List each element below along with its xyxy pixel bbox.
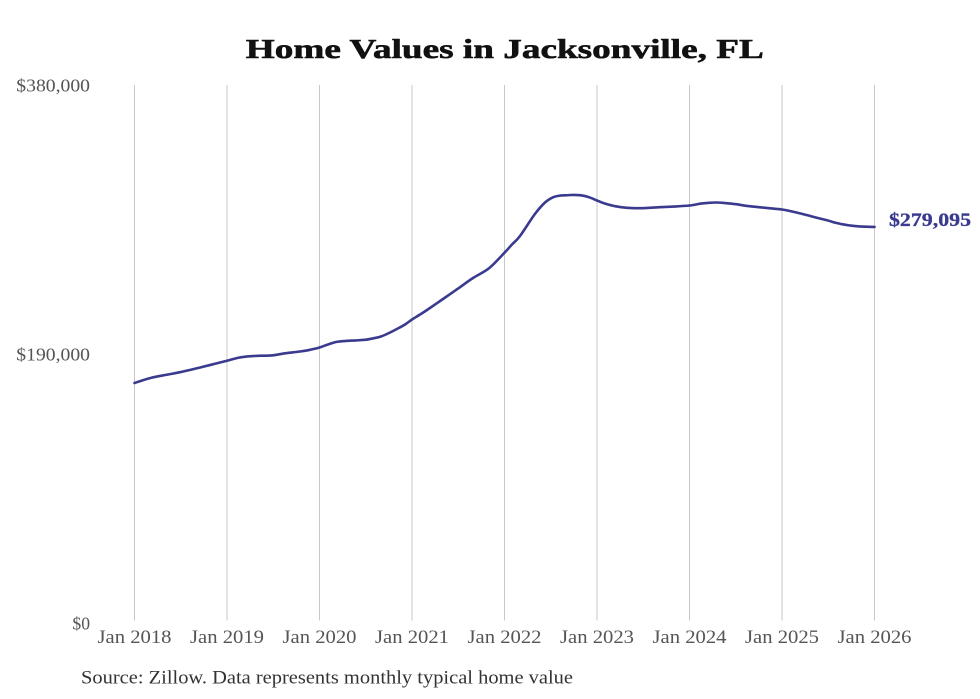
svg-text:$279,095: $279,095 bbox=[889, 210, 971, 231]
svg-text:Jan 2019: Jan 2019 bbox=[190, 627, 264, 648]
svg-text:Jan 2020: Jan 2020 bbox=[283, 627, 357, 648]
svg-text:Source: Zillow. Data represent: Source: Zillow. Data represents monthly … bbox=[81, 668, 573, 689]
svg-text:Jan 2022: Jan 2022 bbox=[468, 627, 542, 648]
svg-text:Jan 2018: Jan 2018 bbox=[98, 627, 172, 648]
svg-text:$190,000: $190,000 bbox=[16, 345, 90, 365]
svg-text:Jan 2024: Jan 2024 bbox=[653, 627, 728, 648]
svg-text:Jan 2021: Jan 2021 bbox=[375, 627, 449, 648]
svg-text:Jan 2023: Jan 2023 bbox=[560, 627, 634, 648]
svg-text:Jan 2026: Jan 2026 bbox=[838, 627, 912, 648]
svg-text:$0: $0 bbox=[72, 613, 90, 633]
svg-text:Home Values in Jacksonville, F: Home Values in Jacksonville, FL bbox=[246, 34, 764, 64]
svg-text:$380,000: $380,000 bbox=[16, 76, 90, 96]
svg-text:Jan 2025: Jan 2025 bbox=[745, 627, 819, 648]
